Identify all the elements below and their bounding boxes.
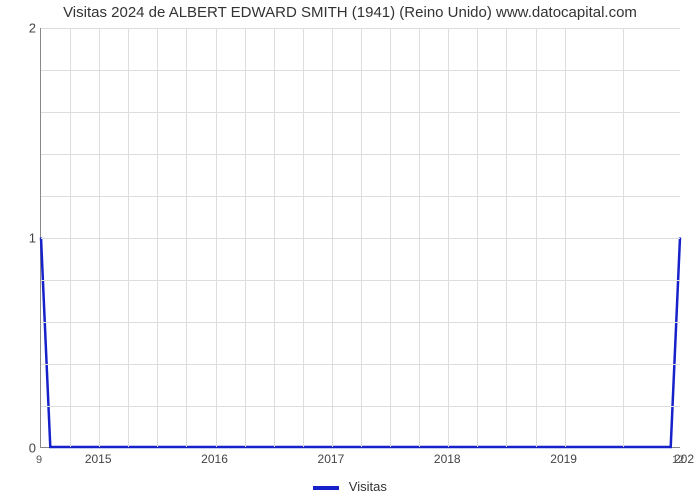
vgrid-major (448, 28, 449, 447)
point-annotation: 12 (672, 454, 684, 466)
vgrid-minor (303, 28, 304, 447)
legend-swatch (313, 486, 339, 490)
point-annotation: 9 (36, 454, 42, 466)
x-tick-label: 2019 (550, 452, 577, 466)
vgrid-minor (186, 28, 187, 447)
x-tick-label: 2016 (201, 452, 228, 466)
legend: Visitas (0, 479, 700, 494)
vgrid-minor (623, 28, 624, 447)
vgrid-minor (274, 28, 275, 447)
vgrid-major (332, 28, 333, 447)
y-tick-label: 2 (16, 21, 36, 36)
vgrid-major (99, 28, 100, 447)
vgrid-major (565, 28, 566, 447)
chart-title: Visitas 2024 de ALBERT EDWARD SMITH (194… (0, 4, 700, 21)
legend-label: Visitas (349, 479, 387, 494)
plot-area (40, 28, 680, 448)
y-tick-label: 1 (16, 231, 36, 246)
vgrid-minor (245, 28, 246, 447)
vgrid-minor (419, 28, 420, 447)
y-tick-label: 0 (16, 441, 36, 456)
vgrid-minor (506, 28, 507, 447)
vgrid-minor (157, 28, 158, 447)
visits-line-chart: Visitas 2024 de ALBERT EDWARD SMITH (194… (0, 0, 700, 500)
x-tick-label: 2018 (434, 452, 461, 466)
vgrid-minor (128, 28, 129, 447)
vgrid-major (216, 28, 217, 447)
vgrid-minor (536, 28, 537, 447)
x-tick-label: 2015 (85, 452, 112, 466)
vgrid-minor (390, 28, 391, 447)
vgrid-minor (361, 28, 362, 447)
vgrid-minor (477, 28, 478, 447)
x-tick-label: 2017 (318, 452, 345, 466)
vgrid-minor (70, 28, 71, 447)
